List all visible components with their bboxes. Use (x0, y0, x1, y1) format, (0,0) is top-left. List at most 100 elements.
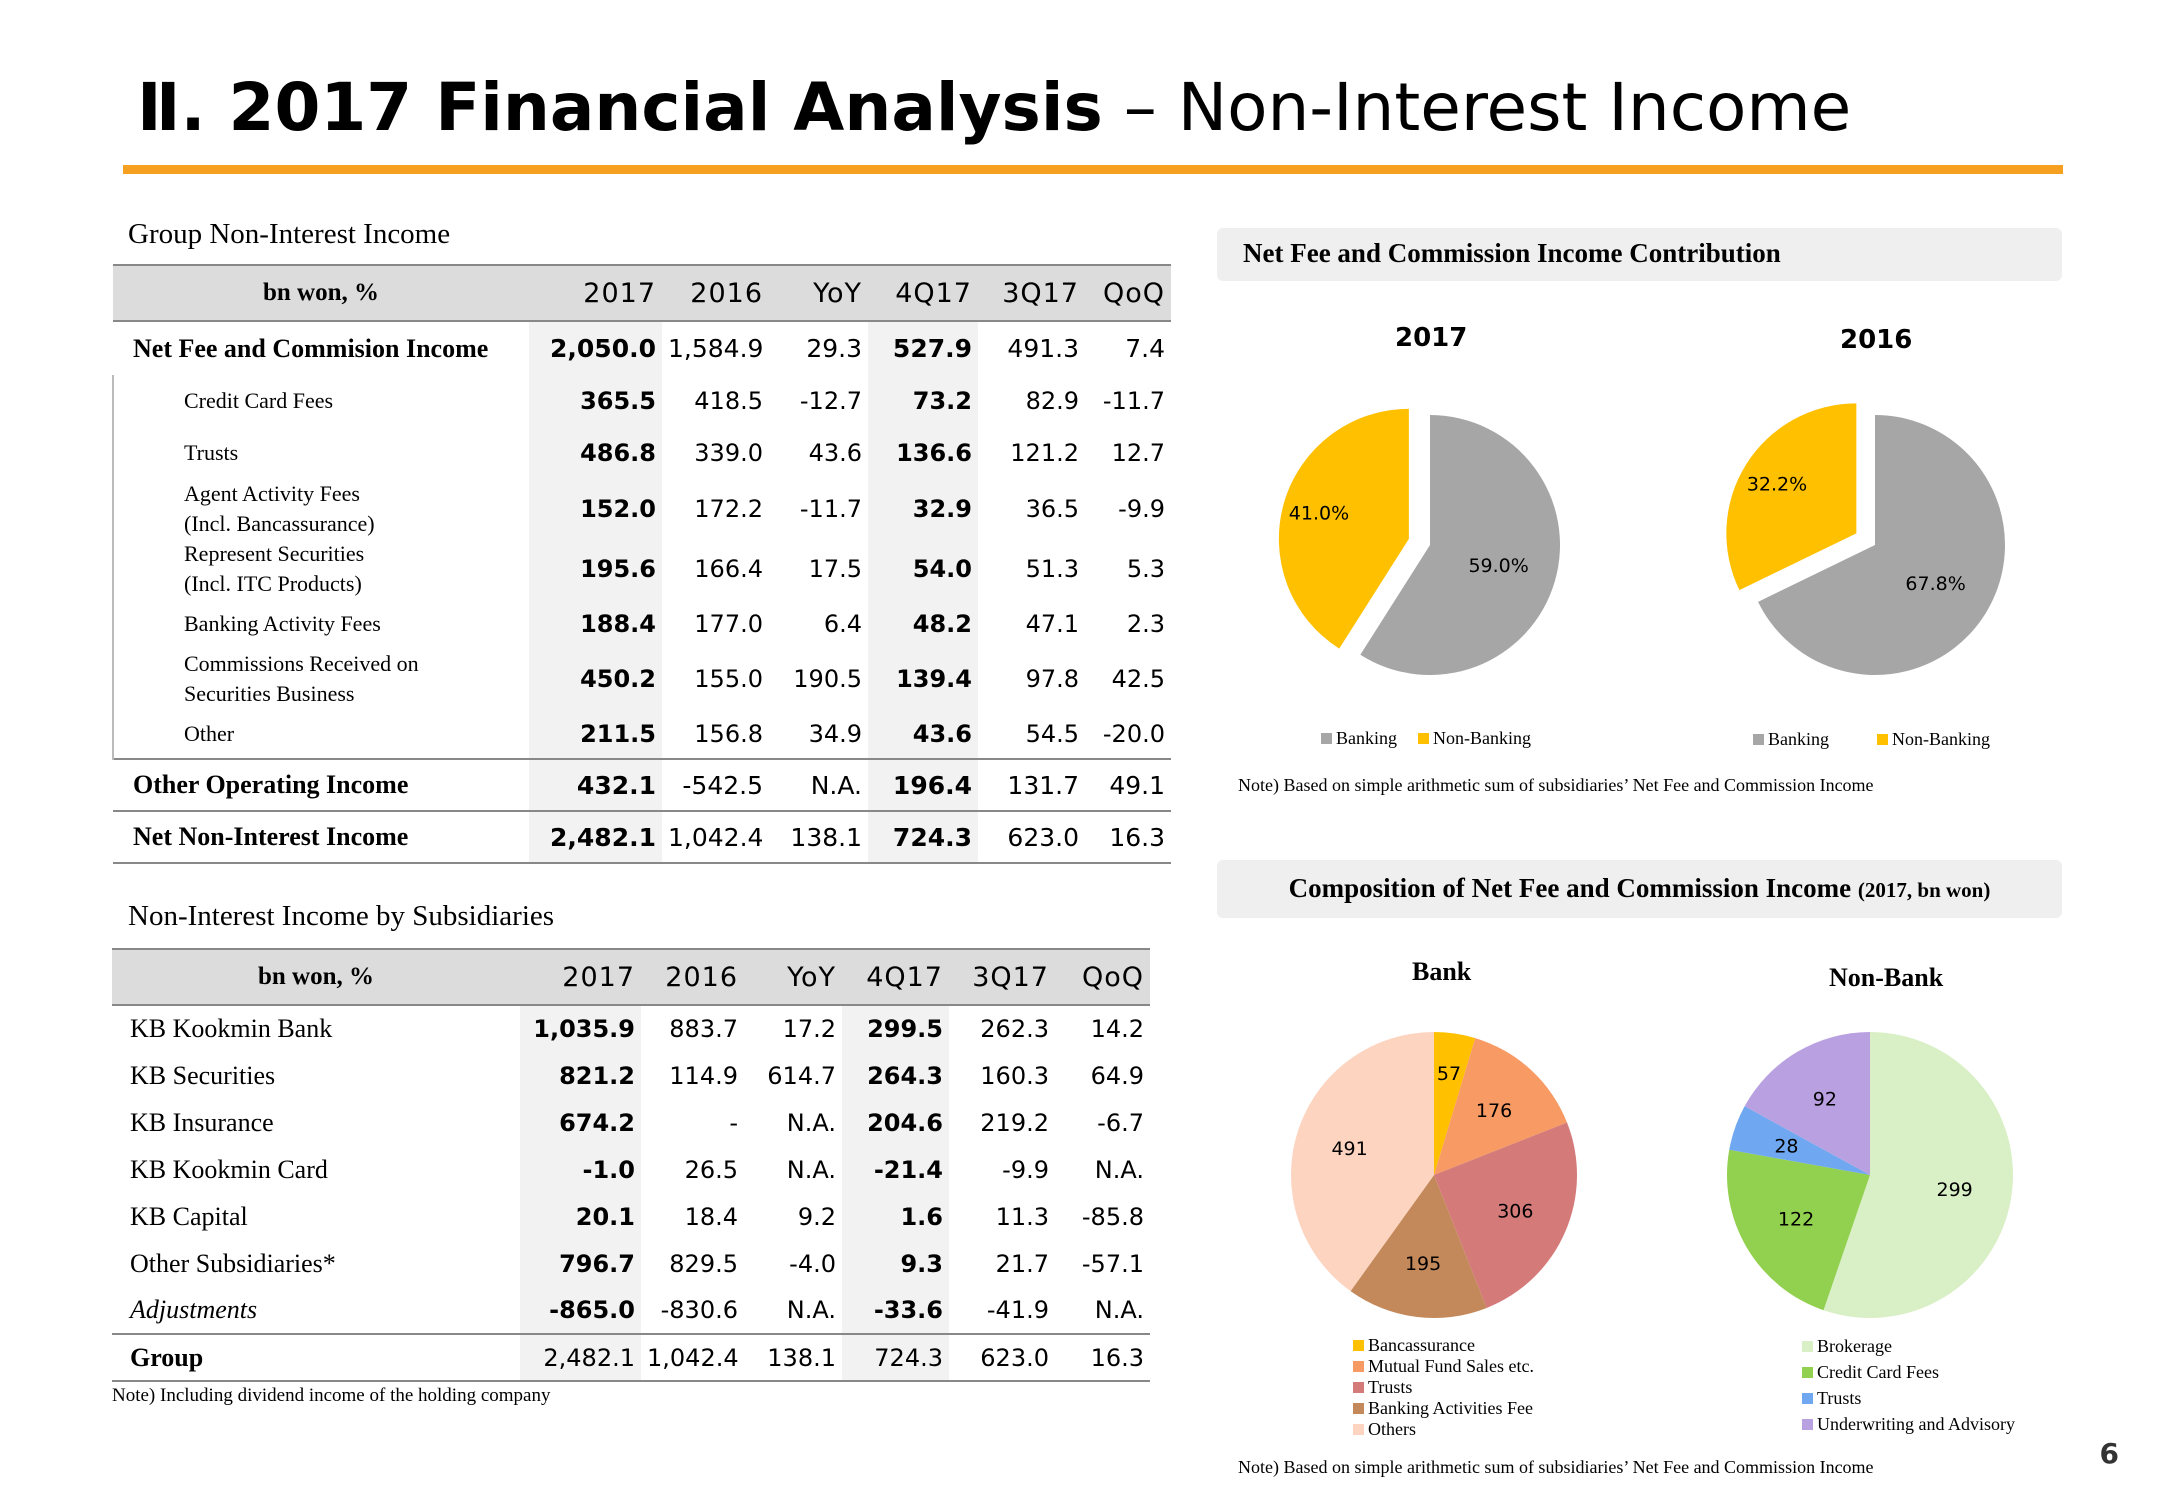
group-table-heading: Group Non-Interest Income (128, 218, 451, 250)
row-label: KB Insurance (130, 1107, 274, 1137)
table-cell: 114.9 (669, 1061, 738, 1090)
table-row: Other 211.5 156.8 34.9 43.6 54.5 -20.0 (112, 709, 1171, 759)
table-cell: 51.3 (1025, 555, 1079, 583)
table-cell: 20.1 (520, 1193, 641, 1240)
table-cell: 160.3 (980, 1061, 1049, 1090)
table-cell: 9.2 (797, 1202, 836, 1231)
table-cell: 43.6 (808, 439, 862, 467)
table-cell: 34.9 (808, 719, 862, 748)
legend-label: Banking Activities Fee (1368, 1398, 1533, 1418)
legend-swatch (1353, 1382, 1364, 1393)
table-cell: 14.2 (1090, 1015, 1144, 1043)
legend-item: Brokerage (1802, 1336, 1892, 1357)
row-label: Net Non-Interest Income (113, 810, 529, 864)
row-label-line: Banking Activity Fees (184, 611, 381, 636)
table-row: KB Insurance 674.2 - N.A. 204.6 219.2 -6.7 (112, 1099, 1150, 1146)
table-cell: -4.0 (789, 1249, 836, 1278)
pie-slice-mutual-fund-sales-etc- (1434, 1038, 1568, 1175)
table-header-row: bn won, % 2017 2016 YoY 4Q17 3Q17 QoQ (112, 948, 1150, 1006)
column-header: 2016 (641, 948, 744, 1006)
table-cell: 136.6 (868, 427, 978, 479)
table-cell: 623.0 (978, 810, 1085, 864)
table-cell: -57.1 (1081, 1249, 1144, 1278)
subs-table-heading: Non-Interest Income by Subsidiaries (128, 900, 555, 932)
legend-item: Banking (1321, 728, 1397, 749)
contribution-panel-header: Net Fee and Commission Income Contributi… (1217, 228, 2062, 281)
table-cell: 1,584.9 (662, 320, 769, 375)
row-label: KB Capital (130, 1201, 248, 1231)
row-label: KB Kookmin Bank (130, 1014, 333, 1043)
pie-slice-trusts (1729, 1106, 1870, 1175)
column-header: 2016 (662, 264, 769, 322)
table-header-row: bn won, % 2017 2016 YoY 4Q17 3Q17 QoQ (113, 264, 1171, 322)
legend-label: Brokerage (1817, 1336, 1892, 1356)
pie-data-label: 299 (1936, 1179, 1972, 1201)
chart-title-2017: 2017 (1395, 323, 1468, 353)
pie-chart-nonbank: 299 122 28 92 (1727, 1032, 2013, 1318)
pie-slice-non-banking (1278, 408, 1409, 649)
chart-title-nonbank: Non-Bank (1829, 963, 1944, 992)
table-cell: 21.7 (995, 1249, 1049, 1278)
pie-slice-banking-activities-fee (1350, 1175, 1487, 1318)
legend-swatch (1877, 734, 1888, 745)
legend-swatch (1353, 1340, 1364, 1351)
pie-slice-trusts (1434, 1122, 1577, 1308)
column-header: 2017 (520, 948, 641, 1006)
table-cell: 64.9 (1090, 1061, 1144, 1090)
table-cell: -542.5 (662, 758, 769, 811)
legend-label: Mutual Fund Sales etc. (1368, 1356, 1534, 1376)
table-row: Net Non-Interest Income 2,482.1 1,042.4 138… (113, 810, 1171, 864)
table-cell: 138.1 (769, 810, 868, 864)
column-header: QoQ (1055, 948, 1150, 1006)
table-row: Net Fee and Commision Income 2,050.0 1,584… (113, 320, 1171, 375)
table-cell: 1,035.9 (520, 1005, 641, 1052)
row-label: KB Kookmin Card (130, 1154, 328, 1184)
legend-item: Non-Banking (1877, 729, 1990, 750)
pie-slice-underwriting-and-advisory (1744, 1032, 1870, 1175)
column-header: bn won, % (112, 948, 520, 1006)
table-row: Other Subsidiaries* 796.7 829.5 -4.0 9.3 21.7… (112, 1240, 1150, 1287)
pie-chart-2016: 67.8% 32.2% (1726, 403, 2005, 675)
pie-slice-banking (1360, 415, 1560, 675)
pie-data-label: 32.2% (1747, 474, 1807, 496)
table-cell: N.A. (786, 1155, 836, 1184)
page-title-main: Ⅱ. 2017 Financial Analysis (137, 69, 1103, 146)
chart-title-bank: Bank (1412, 957, 1472, 986)
table-row: Group 2,482.1 1,042.4 138.1 724.3 623.0 16.3 (112, 1333, 1150, 1382)
row-label: Adjustments (130, 1295, 258, 1324)
page-number: 6 (2099, 1437, 2119, 1470)
row-label: Net Fee and Commision Income (113, 320, 529, 375)
table-cell: -21.4 (842, 1146, 949, 1193)
row-label-line: Other Operating Income (133, 770, 409, 799)
legend-item: Banking Activities Fee (1353, 1398, 1533, 1419)
table-cell: 42.5 (1111, 665, 1165, 693)
table-cell: 32.9 (868, 479, 978, 539)
row-label: Represent Securities (Incl. ITC Products) (112, 539, 529, 599)
table-cell: 138.1 (744, 1333, 842, 1382)
column-header: YoY (744, 948, 842, 1006)
pie-data-label: 92 (1813, 1089, 1837, 1111)
row-label-line: Net Fee and Commision Income (133, 333, 489, 363)
legend-swatch (1353, 1403, 1364, 1414)
pie-chart-bank: 57 176 306 195 491 (1291, 1032, 1577, 1318)
table-cell: 177.0 (694, 610, 763, 638)
table-cell: 724.3 (868, 810, 978, 864)
legend-swatch (1802, 1341, 1813, 1352)
page-title: Ⅱ. 2017 Financial Analysis – Non-Interes… (137, 68, 1851, 148)
column-header: 3Q17 (978, 264, 1085, 322)
table-cell: 131.7 (978, 758, 1085, 811)
table-cell: 2,482.1 (529, 810, 662, 864)
legend-label: Underwriting and Advisory (1817, 1414, 2015, 1434)
table-row: Other Operating Income 432.1 -542.5 N.A. 196… (113, 758, 1171, 811)
table-cell: 12.7 (1111, 439, 1165, 467)
legend-label: Credit Card Fees (1817, 1362, 1939, 1382)
pie-data-label: 67.8% (1905, 573, 1965, 595)
column-header: 2017 (529, 264, 662, 322)
table-cell: 1.6 (842, 1193, 949, 1240)
pie-slice-others (1291, 1032, 1434, 1292)
table-row: KB Kookmin Card -1.0 26.5 N.A. -21.4 -9.9 N.A. (112, 1146, 1150, 1193)
legend-item: Trusts (1802, 1388, 1861, 1409)
table-cell: 5.3 (1126, 555, 1165, 583)
row-label: Other Subsidiaries* (130, 1248, 336, 1278)
pie-slice-bancassurance (1434, 1032, 1476, 1175)
